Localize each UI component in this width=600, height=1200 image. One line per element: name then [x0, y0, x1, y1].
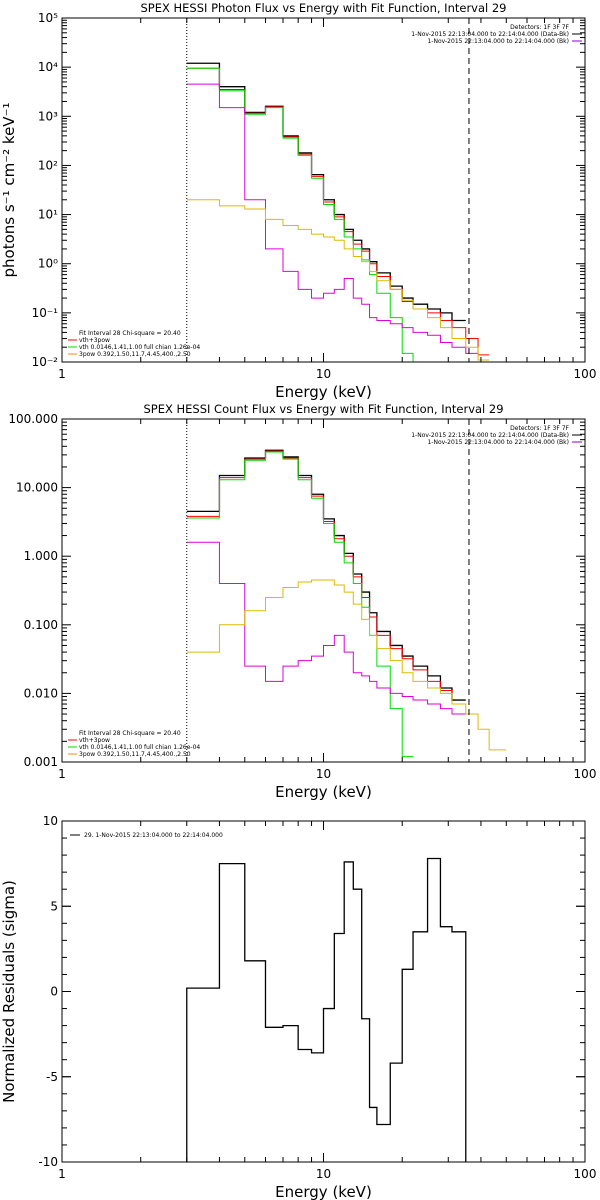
x-tick-label: 100	[574, 1167, 597, 1181]
x-tick-label: 100	[574, 767, 597, 781]
y-tick-label: 0	[50, 985, 58, 999]
info-line: 1-Nov-2015 22:13:04.000 to 22:14:04.000 …	[411, 31, 569, 38]
plot-area	[186, 449, 507, 758]
plot-area	[186, 857, 467, 1162]
series-green-line	[186, 451, 414, 758]
y-tick-label: -10	[38, 1155, 58, 1169]
y-tick-label: 5	[50, 899, 58, 913]
y-axis-label: Normalized Residuals (sigma)	[0, 880, 18, 1103]
info-line: Detectors: 1F 3F 7F	[510, 425, 569, 432]
series-magenta-line	[186, 541, 466, 715]
info-line: 1-Nov-2015 22:13:04.000 to 22:14:04.000 …	[427, 38, 569, 45]
legend-entry: vth 0.0146,1.41,1.00 full chian 1.26e-04	[79, 344, 200, 351]
y-tick-label: 10⁴	[38, 60, 58, 74]
y-tick-label: 100.000	[8, 412, 58, 426]
series-black-line	[186, 857, 467, 1162]
info-line: 1-Nov-2015 22:13:04.000 to 22:14:04.000 …	[411, 432, 569, 439]
series-yellow-line	[186, 579, 507, 751]
series-magenta-line	[186, 83, 479, 354]
x-axis-label: Energy (keV)	[275, 1183, 372, 1200]
plot-frame	[61, 820, 586, 1163]
info-line: Detectors: 1F 3F 7F	[510, 24, 569, 31]
y-tick-label: 10²	[38, 158, 58, 172]
series-black-line	[186, 62, 466, 322]
y-tick-label: 0.001	[24, 755, 58, 769]
info-line: 1-Nov-2015 22:13:04.000 to 22:14:04.000 …	[427, 439, 569, 446]
chart-title: SPEX HESSI Photon Flux vs Energy with Fi…	[140, 1, 506, 15]
series-black-line	[186, 449, 466, 701]
x-tick-label: 1	[58, 767, 66, 781]
x-tick-label: 10	[316, 1167, 331, 1181]
plot-area	[186, 62, 490, 362]
series-yellow-line	[186, 199, 490, 361]
x-tick-label: 10	[316, 767, 331, 781]
y-tick-label: 10⁻²	[32, 355, 59, 369]
legend-entry: vth 0.0146,1.41,1.00 full chian 1.26e-04	[79, 744, 200, 751]
y-axis-label: photons s⁻¹ cm⁻² keV⁻¹	[0, 103, 18, 278]
y-tick-label: -5	[46, 1070, 58, 1084]
y-tick-label: 10¹	[38, 208, 58, 222]
chart-3: 1 10 100 -10 -5 0 5 10 Energy (keV) Normalized Re…	[0, 814, 596, 1200]
y-tick-label: 0.010	[24, 686, 58, 700]
legend-entry: 3pow 0.392,1.50,11.7,4.45,400.,2.50	[79, 751, 191, 758]
y-tick-label: 10⁰	[38, 257, 58, 271]
x-tick-label: 1	[58, 1167, 66, 1181]
legend-entry: Fit Interval 28 Chi-square = 20.40	[79, 730, 181, 737]
x-tick-label: 100	[574, 367, 597, 381]
series-red-line	[186, 67, 490, 356]
legend-entry: vth+3pow	[79, 737, 110, 744]
y-tick-label: 10.000	[16, 481, 58, 495]
x-axis-label: Energy (keV)	[275, 783, 372, 801]
legend-entry: vth+3pow	[79, 337, 110, 344]
x-tick-label: 10	[316, 367, 331, 381]
x-tick-label: 1	[58, 367, 66, 381]
y-tick-label: 0.100	[24, 618, 58, 632]
chart-2: 1 10 100 0.001 0.010 0.100 1.000 10.000 100.000 S…	[8, 402, 596, 801]
y-tick-label: 10⁵	[38, 11, 58, 25]
x-axis-label: Energy (keV)	[275, 383, 372, 401]
legend-entry: 3pow 0.392,1.50,11.7,4.45,400.,2.50	[79, 351, 191, 358]
series-green-line	[186, 67, 428, 362]
y-tick-label: 10	[43, 814, 58, 828]
plot-frame	[61, 418, 586, 763]
chart-1: 1 10 100 10⁻² 10⁻¹ 10⁰ 10¹ 10² 10³ 10⁴ 10⁵ SPEX HES…	[0, 1, 596, 401]
chart-title: SPEX HESSI Count Flux vs Energy with Fit…	[143, 402, 503, 416]
y-tick-label: 1.000	[24, 549, 58, 563]
y-tick-label: 10⁻¹	[32, 306, 59, 320]
legend-entry: Fit Interval 28 Chi-square = 20.40	[79, 330, 181, 337]
y-tick-label: 10³	[38, 109, 58, 123]
legend-entry: 29. 1-Nov-2015 22:13:04.000 to 22:14:04.…	[84, 832, 223, 839]
